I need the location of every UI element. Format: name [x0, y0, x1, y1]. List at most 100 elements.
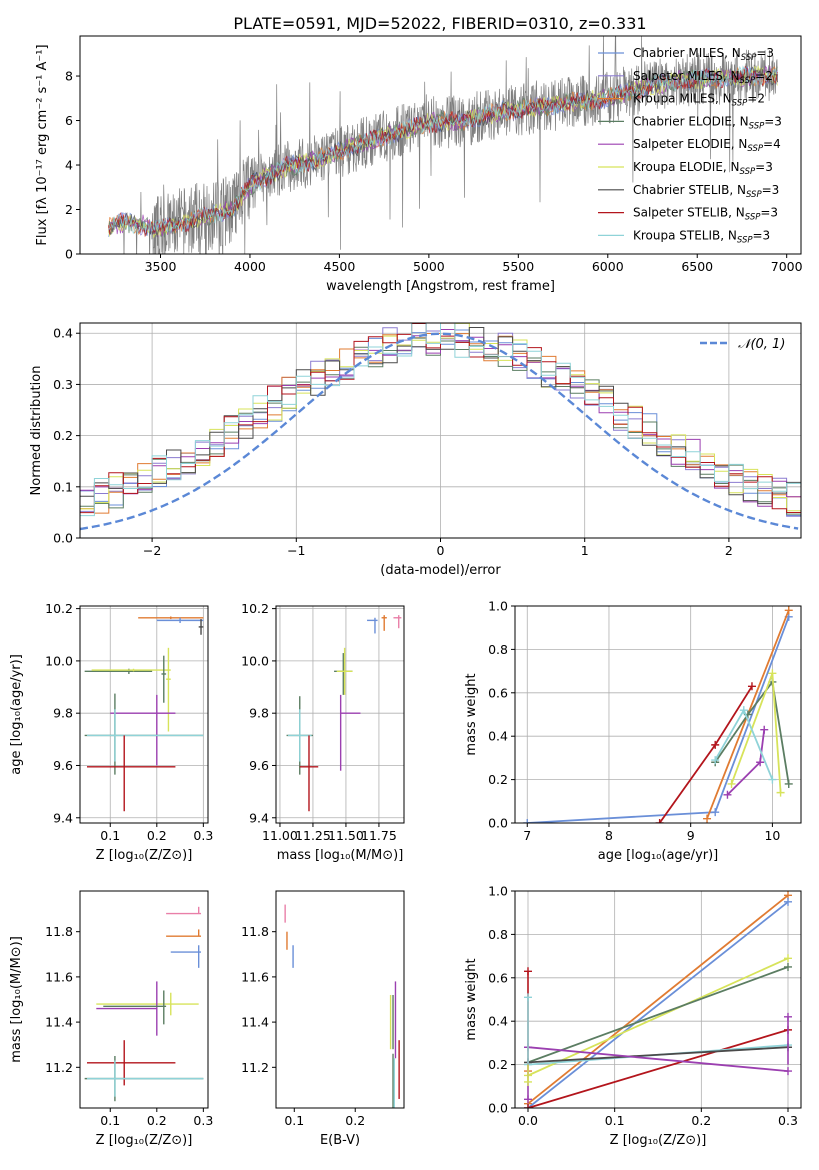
- y-tick-label: 11.6: [45, 969, 73, 984]
- weight-series: [524, 897, 792, 1108]
- weight-marker: [739, 706, 748, 715]
- weight-marker: [784, 779, 793, 788]
- legend-entry: Kroupa MILES, NSSP=2: [633, 92, 765, 109]
- data-point: [166, 906, 202, 915]
- y-axis-label: mass [log₁₀(M/M⊙)]: [9, 936, 24, 1063]
- age_vs_Z-points: [84, 616, 204, 812]
- y-tick-label: 10.2: [241, 601, 269, 616]
- age_vs_Z-axes: [80, 606, 208, 823]
- x-tick-label: 4000: [234, 259, 266, 274]
- y-axis-label: mass weight: [464, 673, 479, 755]
- data-point: [103, 990, 167, 1025]
- plot-frame: [275, 605, 405, 824]
- weight-line: [527, 1046, 789, 1072]
- y-tick-label: 0.1: [53, 479, 73, 494]
- data-point: [84, 693, 204, 775]
- data-point: [166, 929, 202, 937]
- weight-marker: [756, 758, 765, 767]
- plot-frame: [514, 890, 802, 1109]
- figure-title: PLATE=0591, MJD=52022, FIBERID=0310, z=0…: [233, 14, 646, 33]
- data-point: [110, 694, 176, 766]
- y-tick-label: 11.8: [241, 924, 269, 939]
- weight-marker: [524, 1104, 532, 1108]
- data-point: [86, 1040, 176, 1086]
- x-tick-label: 0.2: [147, 1113, 167, 1128]
- weight-line: [527, 901, 789, 1108]
- x-tick-label: 0.1: [605, 1113, 625, 1128]
- y-tick-label: 1.0: [488, 599, 508, 614]
- x-axis-label: Z [log₁₀(Z/Z⊙)]: [96, 848, 193, 863]
- plot-frame: [79, 605, 209, 824]
- weight-marker: [768, 775, 777, 784]
- y-tick-label: 0.4: [488, 1014, 508, 1029]
- weight-series: [727, 669, 785, 797]
- data-point: [86, 709, 204, 762]
- x-tick-label: 0.3: [193, 1113, 213, 1128]
- y-tick-label: 10.0: [241, 653, 269, 668]
- data-point: [138, 616, 204, 620]
- x-tick-label: 6000: [592, 259, 624, 274]
- y-tick-label: 0.6: [488, 970, 508, 985]
- y-tick-label: 0.2: [53, 428, 73, 443]
- weight-series: [524, 1043, 792, 1067]
- weight-marker: [784, 954, 792, 963]
- y-tick-label: 11.4: [241, 1015, 269, 1030]
- data-point: [393, 615, 402, 629]
- y-tick-label: 0.4: [53, 326, 73, 341]
- plot-frame: [79, 890, 209, 1109]
- legend-entry: Salpeter ELODIE, NSSP=4: [633, 137, 781, 154]
- x-tick-label: 0.2: [691, 1113, 711, 1128]
- weight-marker: [723, 790, 732, 799]
- data-point: [170, 945, 202, 968]
- weight-line: [527, 1029, 789, 1108]
- x-tick-label: 8: [605, 828, 613, 843]
- x-tick-label: 10: [764, 828, 780, 843]
- mass_vs_Z-points: [84, 906, 204, 1102]
- x-tick-label: 11.25: [295, 828, 331, 843]
- y-tick-label: 0.4: [488, 729, 508, 744]
- y-tick-label: 10.2: [45, 601, 73, 616]
- weight-line: [527, 966, 789, 1064]
- x-tick-label: 11.75: [361, 828, 397, 843]
- data-point: [86, 1060, 204, 1097]
- x-tick-label: 5000: [413, 259, 445, 274]
- data-point: [287, 709, 312, 762]
- weight-marker: [655, 819, 664, 823]
- x-tick-label: 0.3: [778, 1113, 798, 1128]
- y-tick-label: 0.6: [488, 685, 508, 700]
- x-tick-label: 0.2: [345, 1113, 365, 1128]
- data-point: [299, 735, 319, 812]
- weight_vs_age-series: [523, 606, 793, 823]
- weight-marker: [711, 808, 720, 817]
- x-tick-label: 0.2: [147, 828, 167, 843]
- spectrum-lines: [108, 36, 779, 254]
- x-tick-label: 5500: [502, 259, 534, 274]
- x-axis-label: age [log₁₀(age/yr)]: [598, 848, 719, 863]
- y-tick-label: 0.2: [488, 1057, 508, 1072]
- data-point: [381, 615, 387, 631]
- weight-line: [527, 957, 789, 1077]
- age_vs_mass-points: [286, 615, 402, 812]
- x-tick-label: 0.3: [193, 828, 213, 843]
- legend-entry: Salpeter STELIB, NSSP=3: [633, 206, 778, 223]
- weight-series: [524, 1025, 792, 1108]
- y-axis-label: Normed distribution: [29, 366, 44, 496]
- x-tick-label: 6500: [681, 259, 713, 274]
- plot-frame: [275, 890, 405, 1109]
- y-tick-label: 4: [65, 158, 73, 173]
- residuals-frame: −2 −1 0 1 2 0.0 0.1 0.2 0.3 0.4 (data-model)/error…: [29, 322, 802, 578]
- y-tick-label: 6: [65, 113, 73, 128]
- x-tick-label: 0.1: [100, 1113, 120, 1128]
- histogram-series: [80, 323, 801, 517]
- weight-marker: [768, 669, 777, 678]
- x-tick-label: 0: [437, 543, 445, 558]
- y-tick-label: 0.0: [488, 816, 508, 831]
- data-point: [166, 647, 171, 732]
- x-axis-label: (data-model)/error: [380, 563, 501, 578]
- x-tick-label: 7000: [771, 259, 803, 274]
- y-tick-label: 10.0: [45, 653, 73, 668]
- residual-legend: 𝒩(0, 1): [700, 337, 785, 352]
- weight_vs_Z-series: [524, 891, 792, 1108]
- weight-marker: [784, 1067, 792, 1076]
- data-point: [367, 617, 378, 634]
